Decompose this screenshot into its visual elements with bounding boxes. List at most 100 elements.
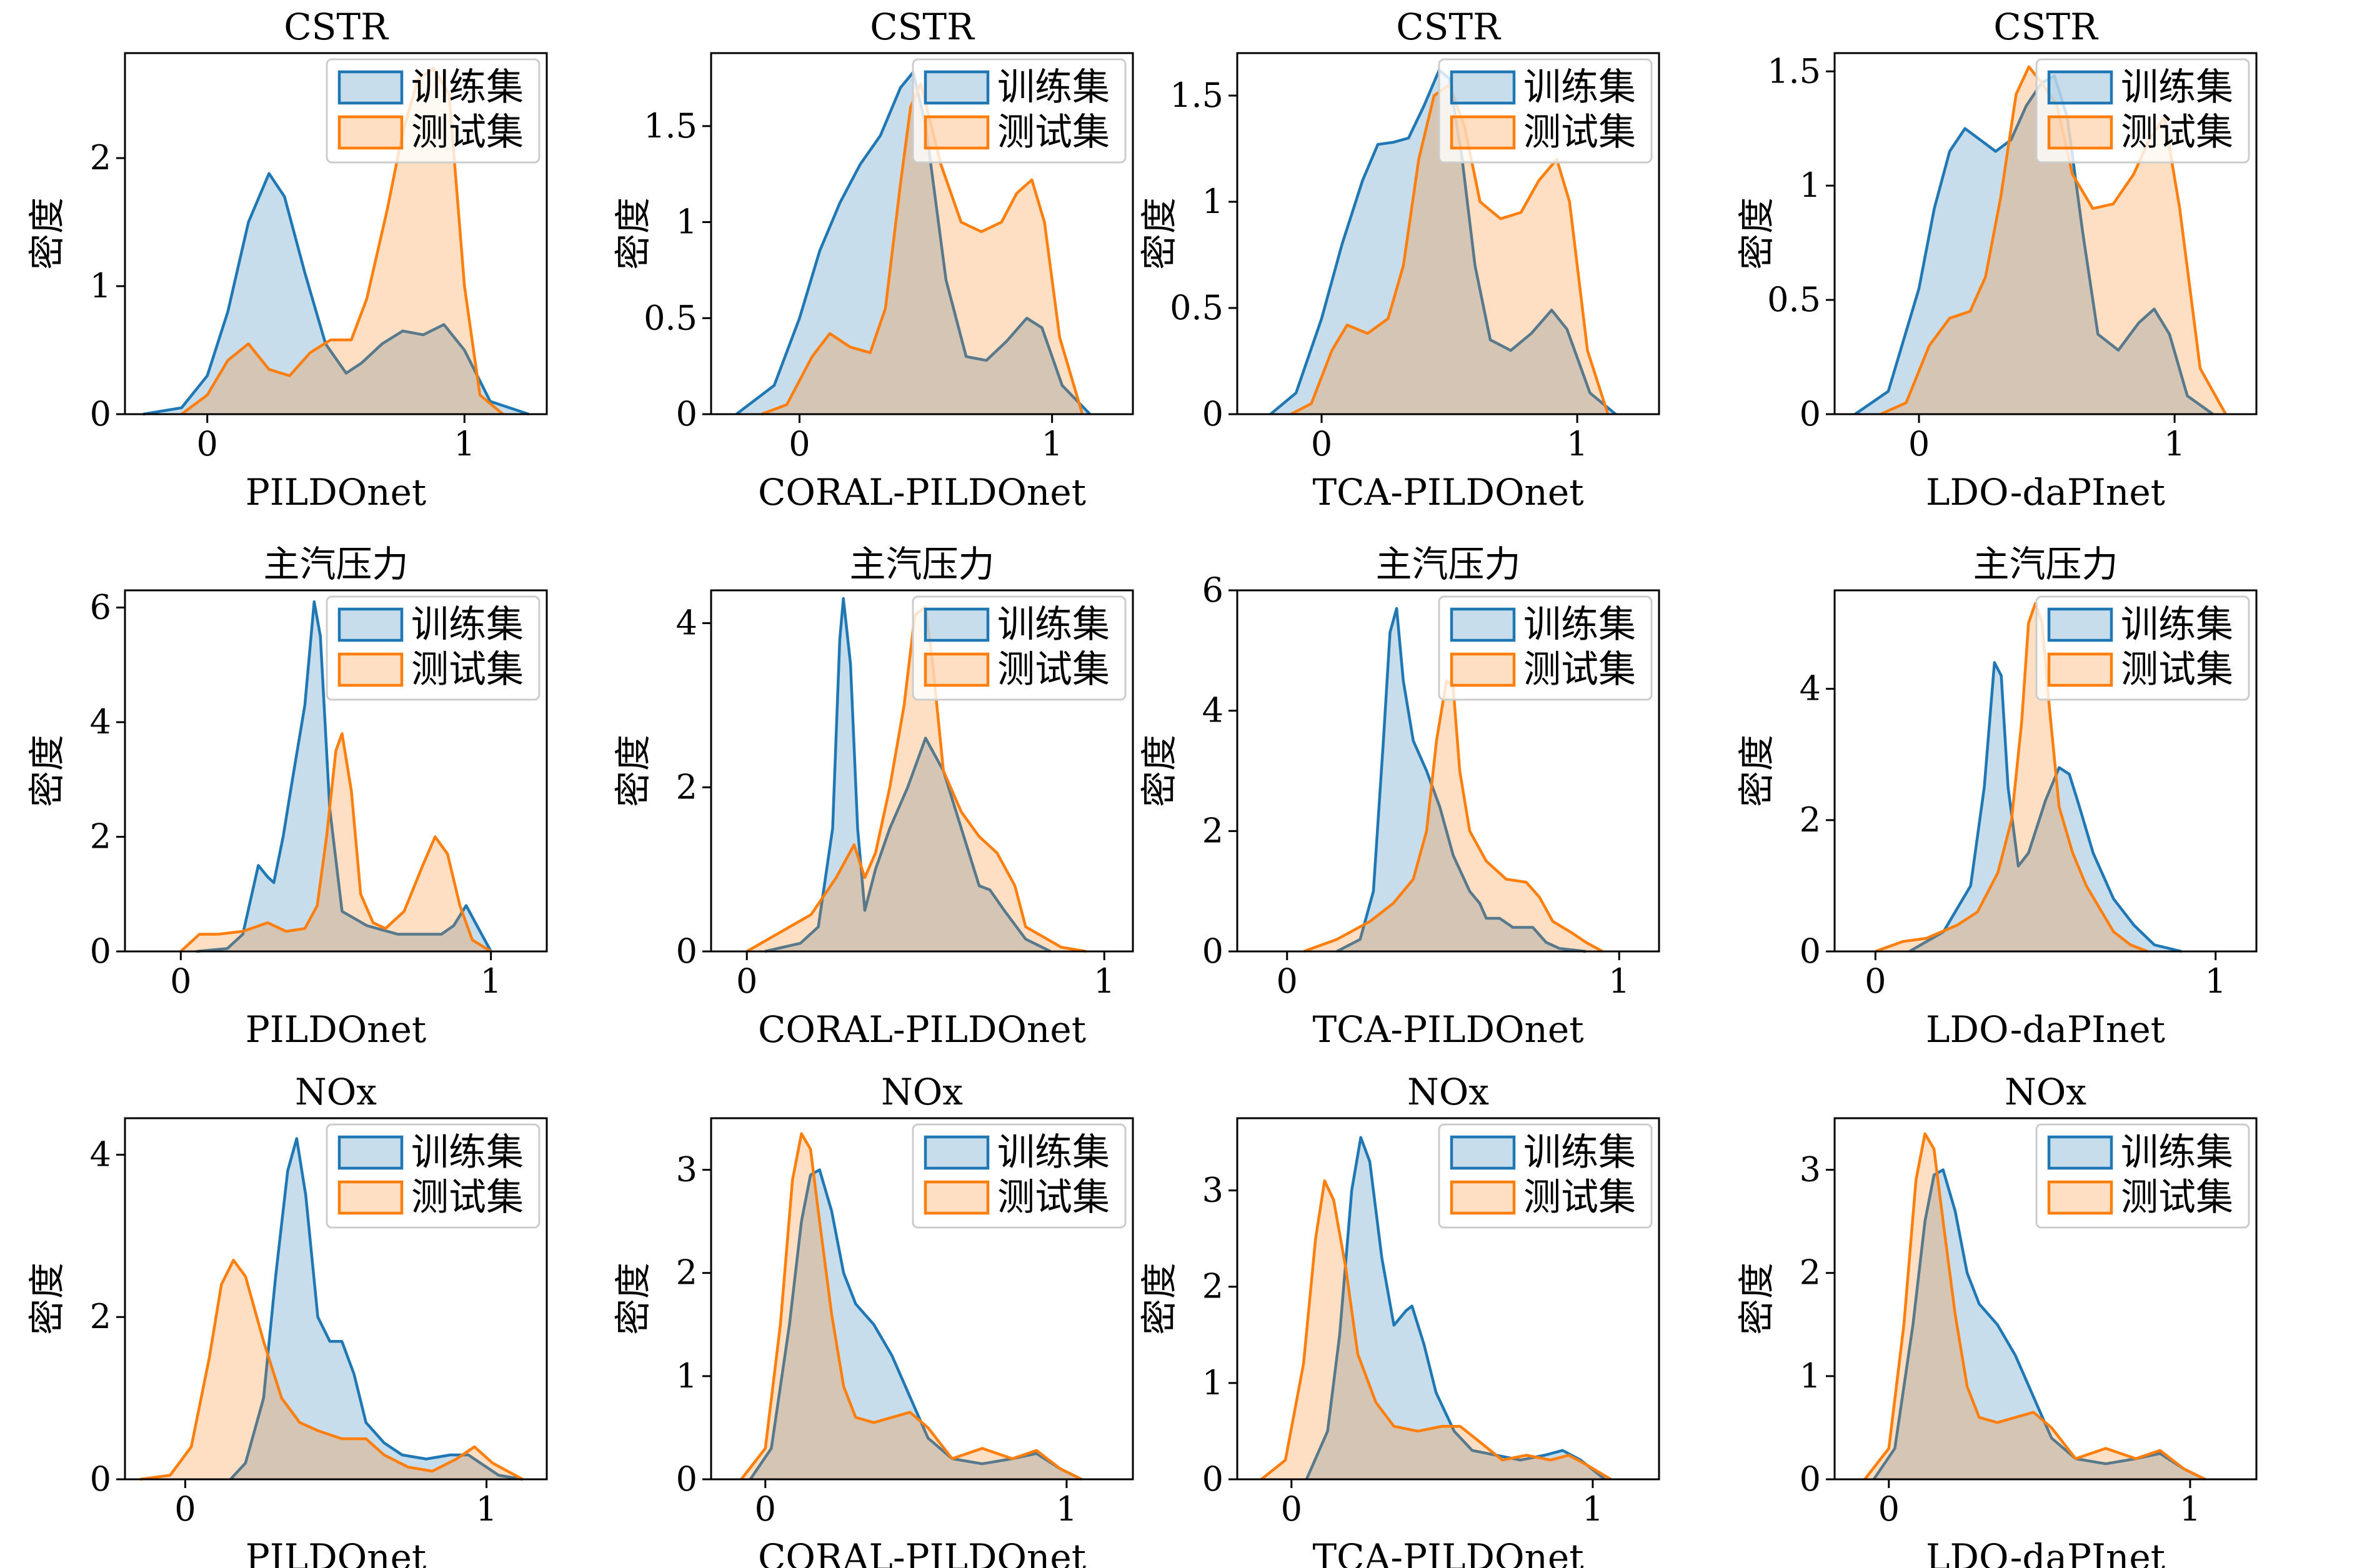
legend-frame bbox=[2035, 595, 2250, 701]
legend-frame bbox=[326, 595, 541, 701]
y-tick-label: 1 bbox=[1202, 1363, 1223, 1402]
x-axis-label: TCA-PILDOnet bbox=[1312, 471, 1583, 514]
y-axis-label: 密度 bbox=[1735, 735, 1778, 807]
axes-frame bbox=[124, 52, 548, 415]
chart-title: CSTR bbox=[1993, 6, 2099, 48]
legend-swatch bbox=[924, 115, 990, 150]
series-line bbox=[179, 732, 492, 953]
legend-label: 训练集 bbox=[997, 66, 1110, 109]
y-tick-label: 4 bbox=[90, 702, 111, 742]
y-tick-label: 1 bbox=[676, 1356, 697, 1396]
series-line bbox=[139, 1259, 524, 1481]
legend-swatch bbox=[2047, 70, 2113, 105]
legend-swatch bbox=[924, 1135, 990, 1170]
chart-title: NOx bbox=[295, 1071, 377, 1113]
chart-title: 主汽压力 bbox=[1973, 543, 2118, 585]
legend-frame bbox=[1438, 595, 1653, 701]
legend-label: 训练集 bbox=[411, 1131, 524, 1174]
x-tick-label: 1 bbox=[1608, 961, 1630, 1001]
chart-title: NOx bbox=[881, 1071, 963, 1113]
legend-swatch bbox=[337, 70, 404, 105]
y-axis-label: 密度 bbox=[1735, 1263, 1778, 1335]
axes-frame bbox=[1833, 52, 2258, 415]
axes-frame bbox=[1236, 52, 1660, 415]
y-tick-label: 1.5 bbox=[644, 106, 697, 146]
legend-swatch bbox=[2047, 652, 2113, 687]
x-tick-label: 1 bbox=[1056, 1489, 1077, 1529]
x-tick-label: 0 bbox=[197, 424, 218, 464]
series-line bbox=[1260, 1179, 1612, 1481]
legend-label: 测试集 bbox=[1523, 111, 1636, 154]
legend-label: 测试集 bbox=[2121, 648, 2233, 692]
series-line bbox=[764, 597, 1052, 953]
x-tick-label: 1 bbox=[476, 1489, 497, 1529]
x-axis-label: CORAL-PILDOnet bbox=[758, 471, 1086, 514]
x-tick-label: 0 bbox=[755, 1489, 776, 1529]
chart-title: CSTR bbox=[870, 6, 975, 48]
x-tick-label: 0 bbox=[1277, 961, 1298, 1001]
y-axis-label: 密度 bbox=[1138, 197, 1180, 270]
y-tick-label: 1 bbox=[1800, 166, 1821, 205]
x-axis-label: LDO-daPInet bbox=[1926, 471, 2165, 514]
legend-frame bbox=[326, 1123, 541, 1229]
series-area bbox=[140, 1260, 523, 1479]
legend-frame bbox=[2035, 58, 2250, 164]
axes-frame bbox=[710, 589, 1134, 953]
legend-swatch bbox=[924, 70, 990, 105]
axes-frame bbox=[124, 1117, 548, 1481]
legend-label: 测试集 bbox=[997, 648, 1110, 692]
y-tick-label: 2 bbox=[1800, 1253, 1821, 1293]
legend-label: 训练集 bbox=[1523, 603, 1636, 647]
legend-frame bbox=[1438, 58, 1653, 164]
y-tick-label: 0 bbox=[90, 931, 111, 971]
legend-frame bbox=[2035, 1123, 2250, 1229]
y-tick-label: 4 bbox=[90, 1134, 111, 1174]
chart-title: CSTR bbox=[1396, 6, 1502, 48]
legend-label: 训练集 bbox=[1523, 66, 1636, 109]
axes-frame bbox=[124, 589, 548, 953]
y-tick-label: 6 bbox=[1202, 570, 1223, 610]
x-axis-label: PILDOnet bbox=[246, 471, 427, 514]
chart-title: 主汽压力 bbox=[1375, 543, 1520, 585]
axes-frame bbox=[1236, 1117, 1660, 1481]
legend-swatch bbox=[1450, 652, 1516, 687]
axes-frame bbox=[1833, 1117, 2258, 1481]
y-tick-label: 2 bbox=[1202, 811, 1223, 850]
legend-swatch bbox=[2047, 607, 2113, 642]
y-tick-label: 0 bbox=[1202, 931, 1223, 971]
legend-frame bbox=[912, 595, 1127, 701]
series-area bbox=[750, 1169, 1082, 1479]
y-tick-label: 1 bbox=[1202, 182, 1223, 221]
series-area bbox=[736, 72, 1090, 414]
series-area bbox=[181, 733, 491, 951]
y-axis-label: 密度 bbox=[26, 1263, 68, 1335]
x-tick-label: 0 bbox=[174, 1489, 196, 1529]
legend-label: 训练集 bbox=[997, 603, 1110, 647]
y-tick-label: 0 bbox=[1202, 394, 1223, 434]
legend-label: 测试集 bbox=[411, 1176, 524, 1219]
x-tick-label: 0 bbox=[170, 961, 191, 1001]
y-tick-label: 2 bbox=[1202, 1267, 1223, 1306]
x-axis-label: PILDOnet bbox=[246, 1536, 427, 1568]
y-tick-label: 0.5 bbox=[1170, 288, 1223, 327]
x-tick-label: 1 bbox=[1094, 961, 1115, 1001]
series-line bbox=[142, 172, 529, 416]
legend-frame bbox=[1438, 1123, 1653, 1229]
y-tick-label: 2 bbox=[90, 138, 111, 177]
x-tick-label: 1 bbox=[2164, 424, 2185, 464]
legend-swatch bbox=[337, 607, 404, 642]
legend-swatch bbox=[1450, 115, 1516, 150]
series-area bbox=[764, 598, 1051, 951]
x-tick-label: 0 bbox=[736, 961, 757, 1001]
legend-swatch bbox=[1450, 70, 1516, 105]
x-tick-label: 1 bbox=[454, 424, 475, 464]
y-axis-label: 密度 bbox=[612, 1263, 654, 1335]
